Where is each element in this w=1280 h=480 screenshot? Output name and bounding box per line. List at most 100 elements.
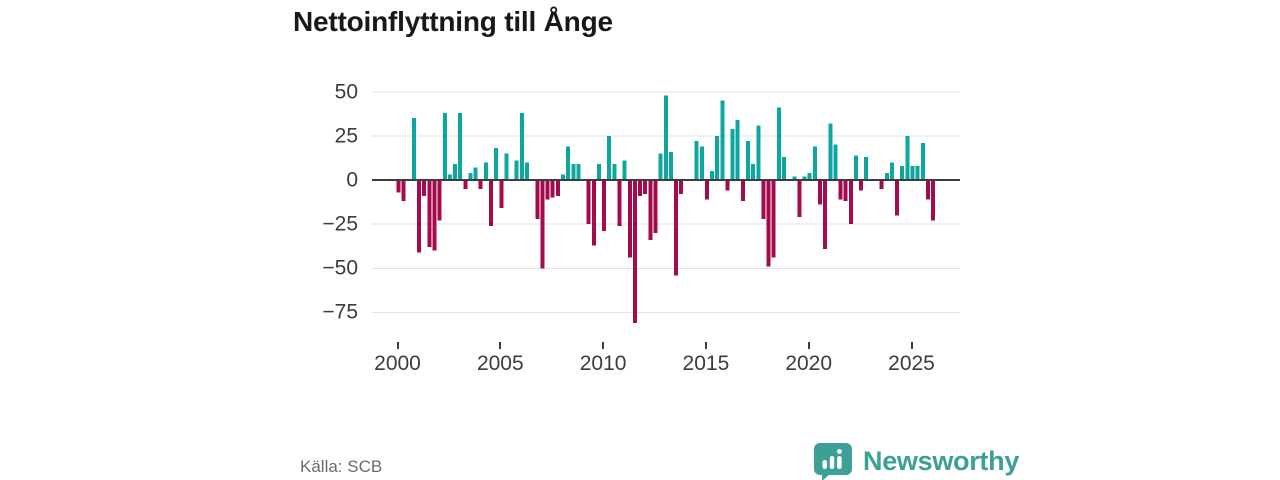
bar [540,180,545,269]
bar [458,112,463,180]
bar [411,118,416,180]
bar [838,180,843,200]
bar [694,141,699,180]
plot-area [372,85,960,331]
bar [925,180,930,200]
bar [591,180,596,246]
x-axis-tick-label: 2000 [374,352,421,375]
x-axis-tick [807,342,810,349]
x-axis-tick-label: 2020 [785,352,833,375]
bar [704,180,709,200]
bar [401,180,406,202]
bar [453,164,458,180]
x-axis-tick-label: 2005 [476,352,524,375]
bar [828,123,833,180]
y-axis-tick-label: −25 [322,212,358,236]
bar [853,155,858,180]
bar [463,180,468,189]
bar [612,164,617,180]
bar [504,153,509,180]
bar [586,180,591,225]
bar [782,157,786,181]
bar [679,180,684,195]
bar [761,180,766,219]
bar [396,180,401,193]
bar [514,160,519,180]
y-axis-tick-label: 0 [346,168,358,192]
bar [442,112,447,180]
brand-footer[interactable]: Newsworthy [812,441,1019,480]
bar [910,165,915,180]
x-axis-tick-label: 2010 [579,352,627,375]
bar [468,172,473,180]
bar [483,162,488,180]
bar [622,160,627,180]
bar [864,157,869,181]
bar [751,164,756,180]
bar [746,141,751,180]
bar [848,180,853,225]
source-note: Källa: SCB [300,457,383,476]
x-axis-tick-label: 2015 [682,352,730,375]
bar [596,164,601,180]
bar [776,107,781,180]
newsworthy-logo-icon [812,441,853,480]
x-axis-tick-label: 2025 [888,352,935,375]
bar [674,180,679,276]
bar [632,180,637,323]
brand-name: Newsworthy [863,445,1020,476]
bar [740,180,745,202]
bar [519,112,524,180]
x-axis-tick [910,342,913,349]
bar [792,176,797,180]
bar [638,180,643,196]
bar [566,146,571,180]
y-axis-tick-label: 25 [334,124,358,148]
bar [658,153,663,180]
bar [735,119,740,180]
bar [817,180,822,205]
bar [576,164,581,180]
bar [931,180,936,221]
bar [771,180,776,258]
bar [725,180,730,191]
page-title: Nettoinflyttning till Ånge [293,6,613,37]
bar [555,180,560,196]
bar [545,180,550,200]
bar [889,162,894,180]
bar [535,180,540,219]
bar [807,172,812,180]
bar [417,180,422,253]
y-axis-tick-label: 50 [334,80,358,104]
bar [730,128,735,180]
x-axis-tick [602,342,605,349]
y-axis-tick-label: −75 [322,300,358,324]
bar [668,151,673,180]
bar [602,180,607,232]
bar [833,144,838,180]
bar [879,180,884,189]
bar [710,171,715,180]
bar [473,167,478,180]
x-axis-tick [396,342,399,349]
bar [715,135,720,181]
bar [432,180,437,251]
bar [756,125,761,180]
y-axis-tick-label: −50 [322,256,358,280]
bar [494,148,499,180]
bar [643,180,648,195]
bar [489,180,494,226]
bar [607,135,612,181]
bar [797,180,802,218]
x-axis-tick [704,342,707,349]
bar [571,164,576,180]
bar [437,180,442,221]
bar-chart [372,91,960,323]
bar [766,180,771,267]
bar [560,174,565,180]
bar [422,180,427,196]
bar [905,135,910,181]
bar [802,176,807,180]
bar [900,165,905,180]
